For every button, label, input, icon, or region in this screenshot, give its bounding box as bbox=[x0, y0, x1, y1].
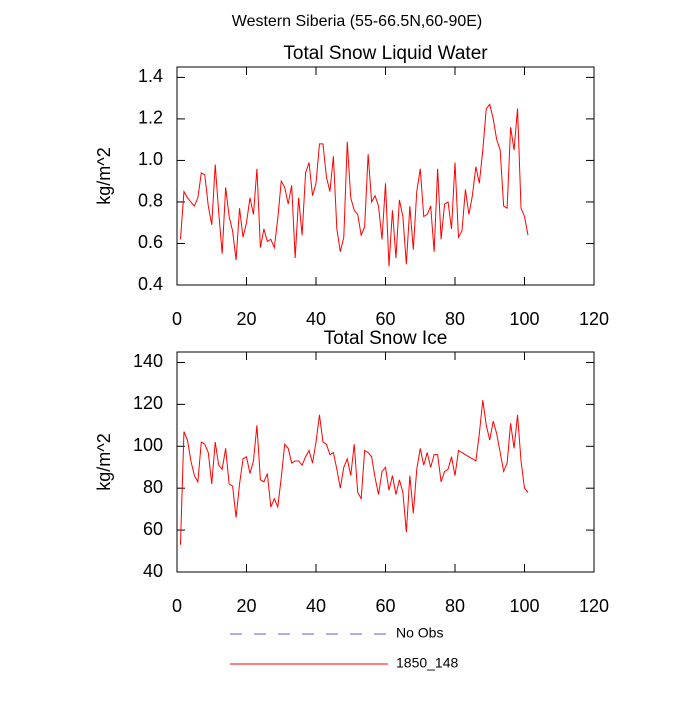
y-tick-label: 0.4 bbox=[138, 274, 163, 294]
y-tick-label: 1.4 bbox=[138, 66, 163, 86]
plot-frame bbox=[176, 66, 595, 286]
series-line bbox=[179, 103, 529, 267]
page-title: Western Siberia (55-66.5N,60-90E) bbox=[232, 13, 483, 30]
x-tick-label: 0 bbox=[172, 596, 182, 616]
x-tick-label: 20 bbox=[236, 596, 256, 616]
y-tick-label: 60 bbox=[143, 519, 163, 539]
panel-title: Total Snow Liquid Water bbox=[283, 43, 488, 64]
x-tick-label: 40 bbox=[306, 309, 326, 329]
x-tick-label: 20 bbox=[236, 309, 256, 329]
y-tick-label: 120 bbox=[133, 393, 163, 413]
series-line bbox=[179, 400, 529, 545]
x-tick-label: 0 bbox=[172, 309, 182, 329]
y-tick-label: 0.8 bbox=[138, 191, 163, 211]
y-tick-label: 80 bbox=[143, 477, 163, 497]
x-tick-label: 60 bbox=[375, 309, 395, 329]
panel-title: Total Snow Ice bbox=[324, 328, 448, 349]
y-tick-label: 1.2 bbox=[138, 108, 163, 128]
y-tick-label: 100 bbox=[133, 435, 163, 455]
y-tick-label: 0.6 bbox=[138, 232, 163, 252]
y-axis-label: kg/m^2 bbox=[94, 147, 114, 204]
x-tick-label: 80 bbox=[445, 309, 465, 329]
x-tick-label: 60 bbox=[375, 596, 395, 616]
x-tick-label: 120 bbox=[579, 596, 609, 616]
x-tick-label: 100 bbox=[509, 309, 539, 329]
x-tick-label: 120 bbox=[579, 309, 609, 329]
y-tick-label: 40 bbox=[143, 561, 163, 581]
x-tick-label: 40 bbox=[306, 596, 326, 616]
x-tick-label: 100 bbox=[509, 596, 539, 616]
y-tick-label: 140 bbox=[133, 351, 163, 371]
legend-label: 1850_148 bbox=[396, 655, 459, 671]
x-tick-label: 80 bbox=[445, 596, 465, 616]
y-axis-label: kg/m^2 bbox=[94, 433, 114, 490]
legend-label: No Obs bbox=[396, 625, 443, 641]
y-tick-label: 1.0 bbox=[138, 149, 163, 169]
plot-frame bbox=[176, 351, 595, 573]
